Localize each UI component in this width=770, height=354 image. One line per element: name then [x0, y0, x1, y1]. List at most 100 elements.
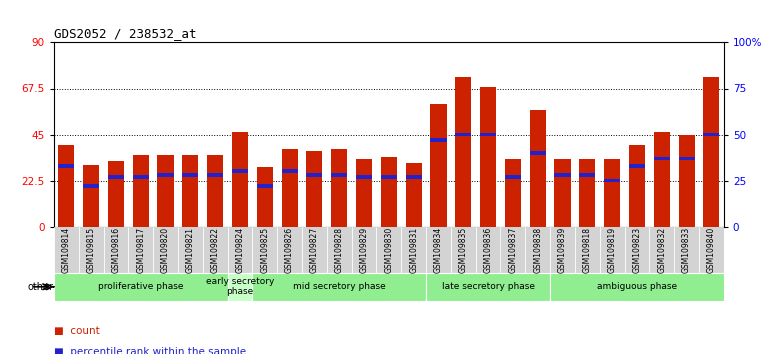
Bar	[83, 165, 99, 227]
Text: GSM109815: GSM109815	[86, 227, 95, 273]
Bar	[132, 155, 149, 227]
Bar	[604, 179, 620, 182]
Text: GSM109833: GSM109833	[682, 227, 691, 273]
Bar	[103, 227, 129, 273]
Bar	[79, 227, 103, 273]
Bar	[256, 167, 273, 227]
Bar	[401, 227, 426, 273]
Bar	[649, 227, 675, 273]
Text: GSM109818: GSM109818	[583, 227, 592, 273]
Bar	[381, 175, 397, 179]
Text: GSM109840: GSM109840	[707, 227, 716, 273]
Bar	[550, 227, 575, 273]
Bar	[232, 132, 248, 227]
Bar	[600, 227, 624, 273]
Text: other: other	[28, 282, 53, 292]
Text: GSM109829: GSM109829	[360, 227, 369, 273]
Text: GSM109824: GSM109824	[236, 227, 245, 273]
Text: GSM109827: GSM109827	[310, 227, 319, 273]
Bar	[282, 149, 298, 227]
Bar	[256, 184, 273, 188]
Bar	[331, 173, 347, 177]
Bar	[381, 157, 397, 227]
Bar	[54, 227, 79, 273]
Bar	[530, 151, 546, 155]
Bar	[306, 151, 323, 227]
Text: GSM109826: GSM109826	[285, 227, 294, 273]
Bar	[153, 227, 178, 273]
Bar	[282, 170, 298, 173]
Bar	[703, 77, 719, 227]
Bar	[554, 173, 571, 177]
Bar	[59, 164, 75, 168]
Bar	[306, 173, 323, 177]
Bar	[629, 164, 645, 168]
Bar	[406, 163, 422, 227]
Bar	[575, 227, 600, 273]
Text: GSM109839: GSM109839	[558, 227, 567, 273]
Text: GDS2052 / 238532_at: GDS2052 / 238532_at	[54, 27, 196, 40]
Text: GSM109823: GSM109823	[632, 227, 641, 273]
Bar	[525, 227, 550, 273]
Text: mid secretory phase: mid secretory phase	[293, 282, 386, 291]
Text: GSM109825: GSM109825	[260, 227, 269, 273]
Text: late secretory phase: late secretory phase	[441, 282, 534, 291]
Text: GSM109817: GSM109817	[136, 227, 146, 273]
Bar	[654, 132, 670, 227]
Bar	[678, 156, 695, 160]
Bar	[228, 273, 253, 301]
Bar	[629, 145, 645, 227]
Bar	[207, 173, 223, 177]
Bar	[530, 110, 546, 227]
Bar	[158, 173, 173, 177]
Bar	[430, 138, 447, 142]
Bar	[505, 175, 521, 179]
Bar	[426, 273, 550, 301]
Text: GSM109834: GSM109834	[434, 227, 443, 273]
Text: proliferative phase: proliferative phase	[98, 282, 183, 291]
Bar	[430, 104, 447, 227]
Bar	[624, 227, 649, 273]
Bar	[455, 77, 471, 227]
Text: GSM109830: GSM109830	[384, 227, 393, 273]
Bar	[377, 227, 401, 273]
Text: GSM109822: GSM109822	[211, 227, 219, 273]
Bar	[480, 87, 496, 227]
Text: early secretory
phase: early secretory phase	[206, 277, 274, 297]
Bar	[132, 175, 149, 179]
Text: GSM109837: GSM109837	[508, 227, 517, 273]
Text: GSM109816: GSM109816	[112, 227, 120, 273]
Bar	[699, 227, 724, 273]
Bar	[505, 159, 521, 227]
Bar	[326, 227, 352, 273]
Bar	[406, 175, 422, 179]
Bar	[579, 173, 595, 177]
Bar	[550, 273, 724, 301]
Bar	[356, 175, 372, 179]
Bar	[108, 161, 124, 227]
Text: GSM109821: GSM109821	[186, 227, 195, 273]
Text: ambiguous phase: ambiguous phase	[597, 282, 677, 291]
Text: GSM109828: GSM109828	[335, 227, 343, 273]
Bar	[352, 227, 377, 273]
Bar	[654, 156, 670, 160]
Bar	[253, 227, 277, 273]
Bar	[59, 145, 75, 227]
Bar	[54, 273, 228, 301]
Text: GSM109832: GSM109832	[658, 227, 666, 273]
Bar	[232, 170, 248, 173]
Bar	[426, 227, 451, 273]
Bar	[228, 227, 253, 273]
Bar	[302, 227, 326, 273]
Bar	[604, 159, 620, 227]
Bar	[253, 273, 426, 301]
Text: GSM109831: GSM109831	[409, 227, 418, 273]
Bar	[675, 227, 699, 273]
Bar	[480, 133, 496, 136]
Bar	[554, 159, 571, 227]
Bar	[356, 159, 372, 227]
Bar	[108, 175, 124, 179]
Bar	[207, 155, 223, 227]
Bar	[331, 149, 347, 227]
Text: GSM109814: GSM109814	[62, 227, 71, 273]
